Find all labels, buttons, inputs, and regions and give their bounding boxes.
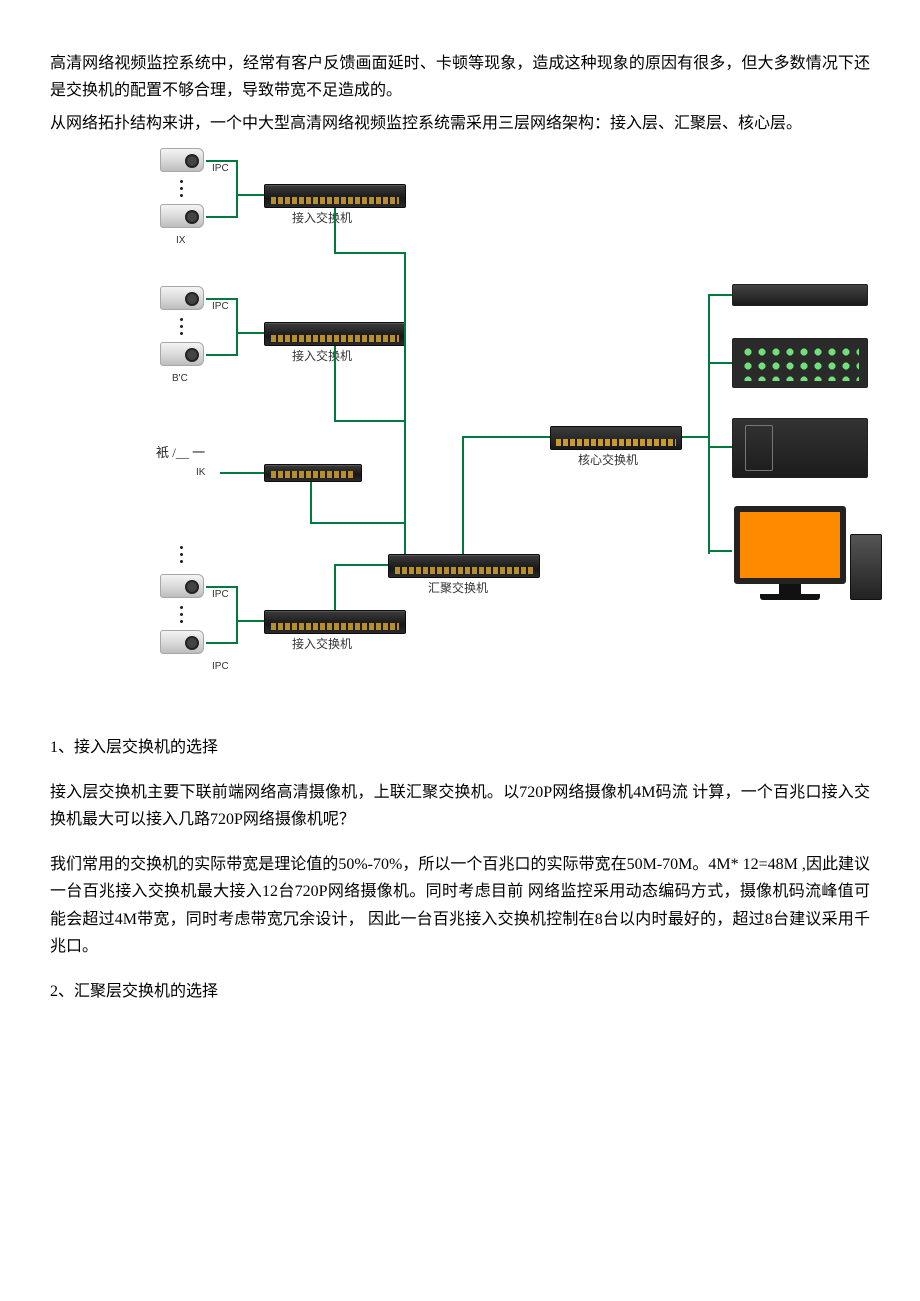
wire [462, 436, 550, 438]
workstation-device [734, 506, 846, 600]
ipc-label: IPC [212, 658, 229, 675]
wire [334, 564, 336, 610]
ipc-label-ix: IX [176, 232, 185, 249]
access-switch-small [264, 464, 362, 482]
wire [236, 298, 238, 332]
section-2-title: 2、汇聚层交换机的选择 [50, 978, 870, 1005]
wire [708, 362, 732, 364]
wire [708, 550, 732, 552]
access-switch-label: 接入交换机 [292, 346, 352, 366]
section-1-para-1: 接入层交换机主要下联前端网络高清摄像机，上联汇聚交换机。以720P网络摄像机4M… [50, 779, 870, 833]
wire [236, 620, 264, 622]
core-switch-label: 核心交换机 [578, 450, 638, 470]
wire [206, 216, 236, 218]
ipc-camera [160, 574, 208, 602]
wire [404, 276, 406, 554]
wire [220, 472, 264, 474]
ipc-label-bc: B'C [172, 370, 188, 387]
section-1-title: 1、接入层交换机的选择 [50, 734, 870, 761]
wire [708, 446, 732, 448]
wire [334, 420, 404, 422]
intro-para-1: 高清网络视频监控系统中，经常有客户反馈画面延时、卡顿等现象，造成这种现象的原因有… [50, 50, 870, 104]
wire [236, 586, 238, 620]
wire [310, 482, 312, 522]
wire [236, 160, 238, 194]
core-switch [550, 426, 682, 450]
wire [682, 436, 708, 438]
wire [236, 332, 264, 334]
ipc-camera [160, 630, 208, 658]
wire [334, 208, 336, 252]
intro-para-2: 从网络拓扑结构来讲，一个中大型高清网络视频监控系统需采用三层网络架构：接入层、汇… [50, 110, 870, 137]
access-switch-label: 接入交换机 [292, 634, 352, 654]
wire [206, 642, 236, 644]
wire [334, 252, 404, 254]
access-switch [264, 184, 406, 208]
rack-switch-device [732, 284, 868, 306]
network-topology-diagram: IPC IX 接入交换机 IPC B'C 接入交换机 衹 /__ 一 IK IP… [150, 146, 870, 726]
ipc-label: IPC [212, 160, 229, 177]
ellipsis-dots [180, 318, 183, 335]
ipc-label: IPC [212, 298, 229, 315]
wire [404, 252, 406, 276]
ipc-camera [160, 342, 208, 370]
wire [236, 194, 264, 196]
server-device [732, 418, 868, 478]
ipc-camera [160, 148, 208, 176]
access-switch [264, 322, 406, 346]
ipc-camera [160, 204, 208, 232]
ipc-camera [160, 286, 208, 314]
wire [462, 436, 464, 554]
wire [708, 294, 732, 296]
aggregation-switch-label: 汇聚交换机 [428, 578, 488, 598]
wire [708, 294, 710, 554]
wire [236, 620, 238, 644]
aggregation-switch [388, 554, 540, 578]
ellipsis-dots [180, 606, 183, 623]
wire [206, 298, 236, 300]
access-switch [264, 610, 406, 634]
diagram-annotation-left: 衹 /__ 一 [156, 442, 205, 464]
access-switch-label: 接入交换机 [292, 208, 352, 228]
wire [206, 160, 236, 162]
wire [206, 586, 236, 588]
wire [334, 564, 388, 566]
wire [310, 522, 404, 524]
wire [236, 332, 238, 356]
wire [206, 354, 236, 356]
disk-array-device [732, 338, 868, 388]
wire [236, 194, 238, 218]
section-1-para-2: 我们常用的交换机的实际带宽是理论值的50%-70%，所以一个百兆口的实际带宽在5… [50, 851, 870, 960]
ipc-label: IPC [212, 586, 229, 603]
ipc-label-ik: IK [196, 464, 205, 481]
ellipsis-dots [180, 180, 183, 197]
wire [334, 346, 336, 420]
ellipsis-dots [180, 546, 183, 563]
